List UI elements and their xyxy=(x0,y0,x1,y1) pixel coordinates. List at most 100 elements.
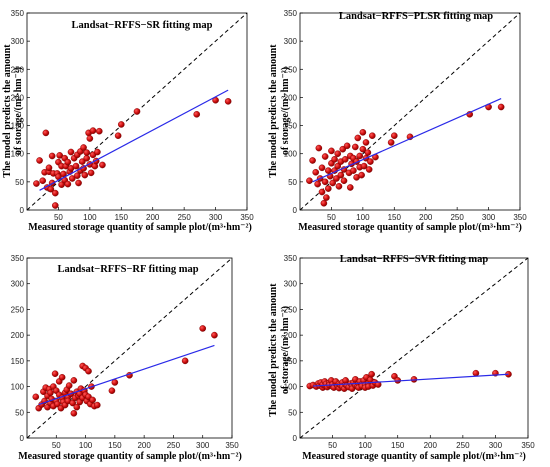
x-tick-label: 100 xyxy=(358,441,372,450)
data-point xyxy=(83,149,91,156)
data-point xyxy=(354,134,362,142)
data-point xyxy=(497,103,505,111)
fit-line xyxy=(39,89,229,191)
data-point xyxy=(368,132,376,140)
data-point xyxy=(343,142,351,150)
y-tick-label: 0 xyxy=(293,434,298,443)
data-point xyxy=(33,180,40,187)
x-tick-label: 300 xyxy=(489,441,503,450)
data-point xyxy=(323,194,330,201)
y-axis-label-line1: The model predicts the amount xyxy=(268,44,279,178)
data-point xyxy=(36,157,43,164)
data-point xyxy=(337,171,345,179)
y-tick-label: 300 xyxy=(284,280,298,289)
data-point xyxy=(32,393,40,401)
x-axis-label: Measured storage quantity of sample plot… xyxy=(28,222,252,233)
y-tick-label: 50 xyxy=(288,178,297,187)
x-tick-label: 250 xyxy=(456,441,470,450)
y-tick-label: 350 xyxy=(284,9,298,18)
fit-line xyxy=(38,344,215,406)
y-tick-label: 350 xyxy=(284,254,298,263)
data-point xyxy=(47,389,54,397)
y-tick-label: 200 xyxy=(11,93,25,102)
data-point xyxy=(324,185,332,192)
data-point xyxy=(334,162,342,170)
x-tick-label: 100 xyxy=(83,213,97,222)
data-point xyxy=(73,172,81,179)
y-tick-label: 50 xyxy=(15,178,24,187)
data-point xyxy=(39,177,47,185)
y-tick-label: 300 xyxy=(11,37,25,46)
y-tick-label: 100 xyxy=(11,150,25,159)
data-point xyxy=(365,166,373,173)
data-point xyxy=(73,403,81,411)
data-point xyxy=(95,127,103,135)
marks: 0 50 100 150 200 250 300 350 50 100 150 200 250 300 35… xyxy=(11,9,255,222)
plot-area xyxy=(299,257,529,439)
y-tick-label: 350 xyxy=(11,254,25,263)
marks: 0 50 100 150 200 250 300 350 50 100 150 200 250 300 35… xyxy=(284,9,528,222)
y-tick-label: 350 xyxy=(11,9,25,18)
data-point xyxy=(350,167,357,174)
data-point xyxy=(329,179,336,187)
x-axis-label: Measured storage quantity of sample plot… xyxy=(18,451,242,462)
y-tick-label: 150 xyxy=(11,122,25,131)
data-point xyxy=(47,185,55,193)
x-tick-label: 150 xyxy=(388,213,402,222)
data-point xyxy=(309,157,316,164)
data-point xyxy=(42,129,50,137)
data-point xyxy=(367,158,374,165)
y-tick-label: 300 xyxy=(284,37,298,46)
data-point xyxy=(358,171,365,179)
data-point xyxy=(45,164,53,172)
fit-line xyxy=(312,373,509,387)
data-point xyxy=(359,145,367,153)
y-tick-label: 200 xyxy=(284,331,298,340)
x-tick-label: 350 xyxy=(513,213,527,222)
y-axis-label-line2: of storage/(m³·hm⁻²) xyxy=(13,67,24,155)
x-tick-label: 250 xyxy=(167,441,181,450)
data-point xyxy=(356,152,364,160)
data-point xyxy=(224,98,232,105)
data-point xyxy=(320,199,328,207)
y-tick-label: 100 xyxy=(11,383,25,392)
data-point xyxy=(99,161,106,169)
data-point xyxy=(328,147,335,155)
data-point xyxy=(80,144,87,151)
data-point xyxy=(75,179,82,187)
x-tick-label: 200 xyxy=(419,213,433,222)
y-tick-label: 0 xyxy=(20,206,25,215)
data-point xyxy=(68,175,76,182)
data-point xyxy=(56,152,63,159)
data-point xyxy=(81,171,89,179)
data-point xyxy=(360,162,368,170)
data-point xyxy=(181,357,189,365)
data-point xyxy=(341,156,349,163)
chart-title: Landsat−RFFS−PLSR fitting map xyxy=(339,11,493,22)
y-axis-label-line2: of storage/(m³·hm⁻²) xyxy=(280,67,291,155)
y-axis-label-line1: The model predicts the amount xyxy=(2,44,13,178)
y-tick-label: 150 xyxy=(11,357,25,366)
data-point xyxy=(364,149,372,156)
data-point xyxy=(472,369,480,377)
x-tick-label: 300 xyxy=(196,441,210,450)
data-point xyxy=(331,156,338,163)
y-tick-label: 0 xyxy=(293,206,298,215)
chart-title: Landsat−RFFS−RF fitting map xyxy=(57,264,198,275)
panel-rf: 0 50 100 150 200 250 300 350 50 100 150 200 250 300 35… xyxy=(11,254,242,462)
panel-sr: 0 50 100 150 200 250 300 350 50 100 150 200 250 300 35… xyxy=(2,9,254,233)
data-point xyxy=(362,139,370,146)
y-tick-label: 200 xyxy=(284,93,298,102)
data-point xyxy=(93,401,101,409)
data-point xyxy=(64,180,72,188)
marks: 0 50 100 150 200 250 300 350 50 100 150 200 250 300 35… xyxy=(11,254,240,450)
y-tick-label: 0 xyxy=(20,434,25,443)
data-point xyxy=(340,177,348,185)
data-point xyxy=(211,331,218,339)
data-point xyxy=(94,148,101,156)
data-point xyxy=(312,168,320,176)
x-tick-label: 300 xyxy=(482,213,496,222)
data-point xyxy=(314,180,321,188)
data-point xyxy=(67,148,75,156)
y-tick-label: 150 xyxy=(284,122,298,131)
